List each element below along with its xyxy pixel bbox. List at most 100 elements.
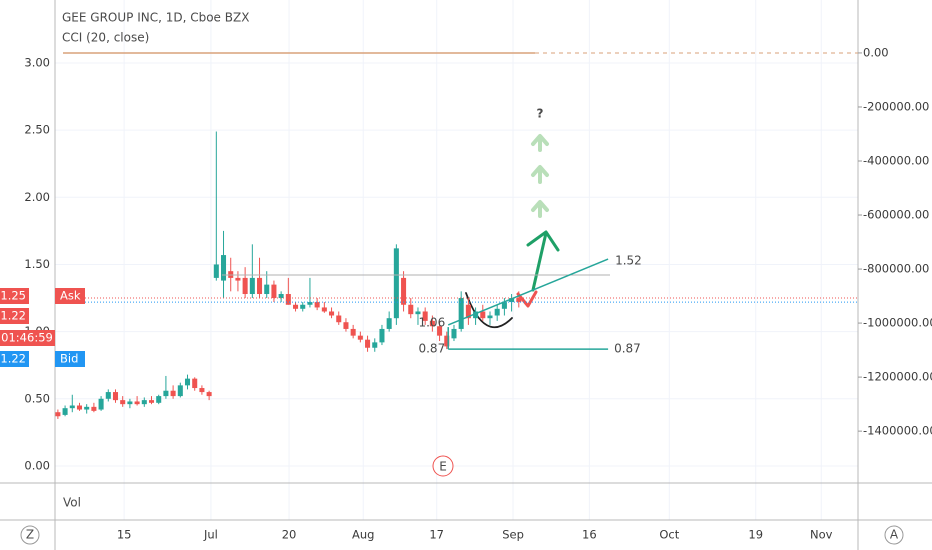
candle bbox=[401, 271, 407, 312]
candle-body bbox=[415, 311, 421, 315]
candle-body bbox=[422, 311, 428, 321]
candle-body bbox=[91, 406, 97, 411]
candle bbox=[343, 318, 349, 332]
candle-body bbox=[163, 390, 169, 397]
candle-body bbox=[76, 405, 83, 410]
candle-body bbox=[321, 307, 327, 312]
candle bbox=[76, 402, 83, 411]
candle bbox=[55, 409, 61, 419]
candle-body bbox=[314, 302, 320, 308]
candle-body bbox=[112, 392, 119, 401]
candle-body bbox=[501, 302, 507, 309]
candle bbox=[329, 307, 335, 319]
y2-tick-label: -1400000.00 bbox=[863, 424, 932, 438]
candle-body bbox=[285, 294, 291, 305]
candle bbox=[112, 389, 119, 403]
candle bbox=[314, 298, 320, 311]
auto-button[interactable] bbox=[884, 525, 904, 545]
candle-body bbox=[494, 308, 500, 316]
candle bbox=[321, 302, 327, 313]
candle bbox=[91, 402, 97, 413]
candle bbox=[429, 315, 435, 332]
candle-body bbox=[141, 400, 147, 405]
candle-body bbox=[84, 406, 90, 410]
candle-body bbox=[437, 326, 443, 336]
candle bbox=[300, 302, 306, 312]
price-tag bbox=[0, 288, 29, 304]
candle bbox=[487, 311, 493, 325]
candle bbox=[206, 390, 212, 401]
candle-body bbox=[62, 408, 68, 415]
candle bbox=[458, 291, 464, 332]
candle bbox=[184, 374, 191, 390]
candle-body bbox=[307, 302, 313, 305]
candle bbox=[465, 298, 471, 325]
candle-body bbox=[386, 318, 392, 329]
y-tick-label: 0.50 bbox=[24, 391, 50, 405]
candle-body bbox=[257, 277, 263, 295]
candle bbox=[451, 324, 457, 342]
candle bbox=[278, 291, 284, 303]
candle-body bbox=[329, 311, 335, 316]
candle bbox=[127, 398, 133, 409]
trendline-start-label: 1.06 bbox=[418, 315, 445, 329]
candle bbox=[69, 394, 75, 413]
candle-body bbox=[271, 284, 277, 299]
candle-body bbox=[98, 398, 104, 410]
candle bbox=[148, 396, 155, 405]
candle-body bbox=[127, 401, 133, 405]
candle bbox=[509, 294, 515, 312]
candle-body bbox=[199, 388, 205, 393]
x-tick-label: Aug bbox=[352, 528, 374, 542]
candle-body bbox=[408, 304, 414, 315]
candle-body bbox=[480, 311, 486, 319]
candle bbox=[444, 331, 450, 350]
candle bbox=[141, 397, 147, 407]
candle-body bbox=[401, 277, 407, 305]
candle bbox=[372, 338, 378, 352]
candle-body bbox=[69, 405, 75, 409]
candle bbox=[192, 377, 198, 391]
candle-body bbox=[343, 322, 349, 329]
price-tag-text: 01:46:59 bbox=[1, 331, 53, 345]
trendline-label: 1.52 bbox=[615, 254, 642, 268]
x-tick-label: Nov bbox=[810, 528, 833, 542]
candle-body bbox=[473, 311, 479, 319]
y2-tick-label: -800000.00 bbox=[863, 262, 929, 276]
price-tag bbox=[0, 330, 55, 346]
candle-body bbox=[120, 400, 126, 405]
x-tick-label: 19 bbox=[748, 528, 763, 542]
candle bbox=[249, 244, 255, 299]
x-tick-label: 17 bbox=[429, 528, 444, 542]
price-tag-text: 1.22 bbox=[0, 309, 26, 323]
candle bbox=[350, 324, 356, 339]
candle-body bbox=[465, 304, 471, 319]
candle-body bbox=[372, 342, 378, 348]
candle bbox=[170, 385, 176, 399]
candle-body bbox=[55, 412, 61, 417]
candle bbox=[307, 277, 313, 308]
candle bbox=[285, 277, 291, 305]
y2-tick-label: -600000.00 bbox=[863, 208, 929, 222]
candle bbox=[156, 394, 162, 405]
y2-tick-label: -200000.00 bbox=[863, 99, 929, 113]
candle-body bbox=[206, 392, 212, 397]
candle bbox=[422, 307, 428, 325]
candle-body bbox=[235, 277, 241, 281]
price-tag-side bbox=[55, 351, 85, 367]
tz-button[interactable] bbox=[20, 525, 40, 545]
candle-body bbox=[429, 320, 435, 327]
candle bbox=[213, 131, 219, 281]
candle-body bbox=[365, 339, 371, 348]
candle bbox=[357, 331, 363, 343]
candle bbox=[98, 396, 104, 411]
candle-body bbox=[444, 335, 450, 347]
earnings-label: E bbox=[439, 460, 447, 474]
x-tick-label: 16 bbox=[582, 528, 597, 542]
price-tag-side bbox=[55, 288, 85, 304]
candle-body bbox=[184, 378, 191, 386]
candle bbox=[242, 267, 248, 299]
candle bbox=[271, 280, 277, 303]
x-tick-label: Oct bbox=[659, 528, 679, 542]
